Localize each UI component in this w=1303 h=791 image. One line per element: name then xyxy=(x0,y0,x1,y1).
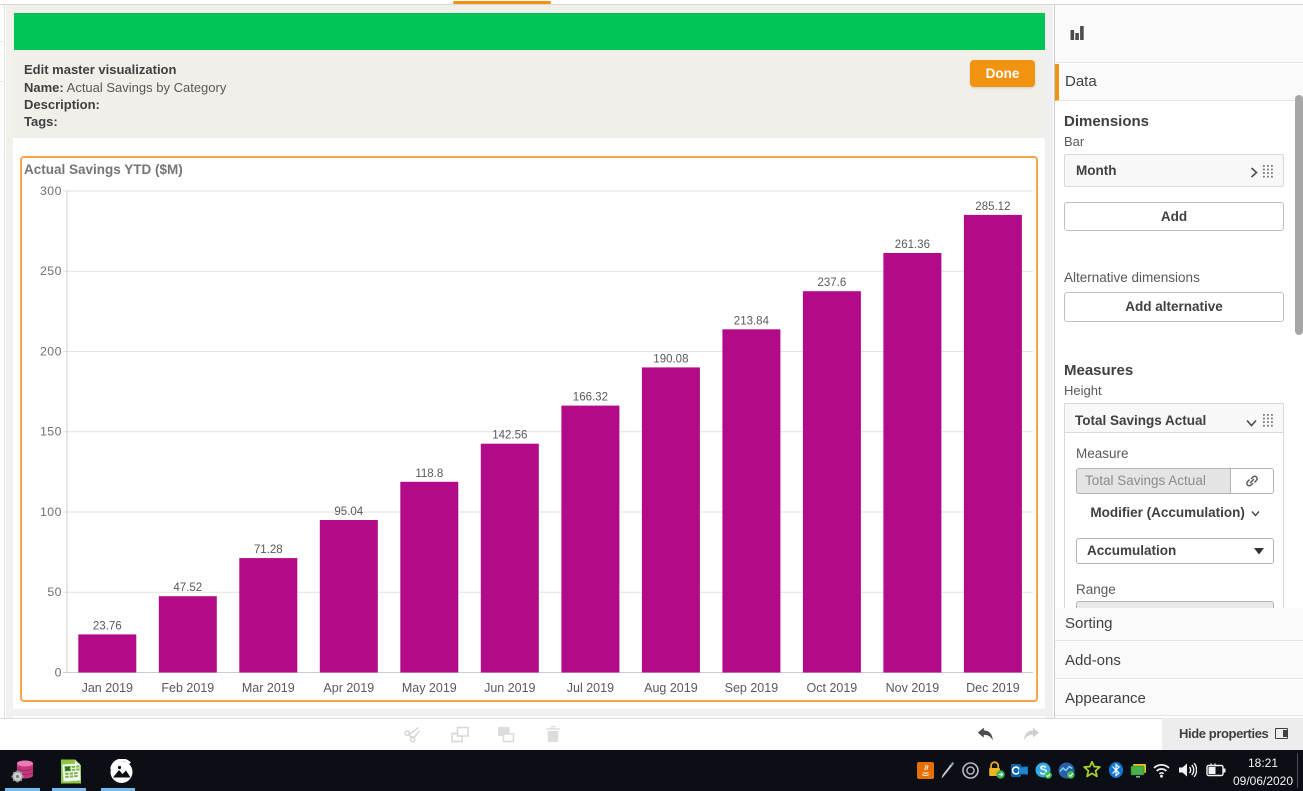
svg-text:250: 250 xyxy=(40,264,62,278)
svg-text:71.28: 71.28 xyxy=(254,544,283,556)
svg-text:95.04: 95.04 xyxy=(334,506,363,518)
svg-text:23.76: 23.76 xyxy=(93,620,122,632)
svg-text:Nov 2019: Nov 2019 xyxy=(886,681,940,695)
svg-text:200: 200 xyxy=(40,344,62,358)
svg-text:50: 50 xyxy=(47,585,62,599)
svg-text:47.52: 47.52 xyxy=(173,582,202,594)
svg-text:150: 150 xyxy=(40,425,62,439)
svg-text:Sep 2019: Sep 2019 xyxy=(725,681,779,695)
svg-text:100: 100 xyxy=(40,505,62,519)
svg-text:Dec 2019: Dec 2019 xyxy=(966,681,1020,695)
svg-text:237.6: 237.6 xyxy=(818,277,847,289)
svg-text:May 2019: May 2019 xyxy=(402,681,457,695)
svg-text:213.84: 213.84 xyxy=(734,315,770,327)
svg-text:261.36: 261.36 xyxy=(895,239,930,251)
svg-text:Apr 2019: Apr 2019 xyxy=(323,681,374,695)
svg-text:118.8: 118.8 xyxy=(415,468,443,480)
svg-text:300: 300 xyxy=(40,184,62,198)
svg-text:0: 0 xyxy=(55,665,62,679)
svg-text:Feb 2019: Feb 2019 xyxy=(161,681,214,695)
svg-text:Aug 2019: Aug 2019 xyxy=(644,681,698,695)
svg-text:Jun 2019: Jun 2019 xyxy=(484,681,535,695)
svg-text:Oct 2019: Oct 2019 xyxy=(807,681,858,695)
svg-text:Mar 2019: Mar 2019 xyxy=(242,681,295,695)
svg-text:285.12: 285.12 xyxy=(975,201,1010,213)
svg-text:Jul 2019: Jul 2019 xyxy=(567,681,614,695)
svg-text:190.08: 190.08 xyxy=(653,353,688,365)
svg-text:Jan 2019: Jan 2019 xyxy=(82,681,133,695)
svg-text:166.32: 166.32 xyxy=(573,392,608,404)
svg-text:142.56: 142.56 xyxy=(492,430,527,442)
